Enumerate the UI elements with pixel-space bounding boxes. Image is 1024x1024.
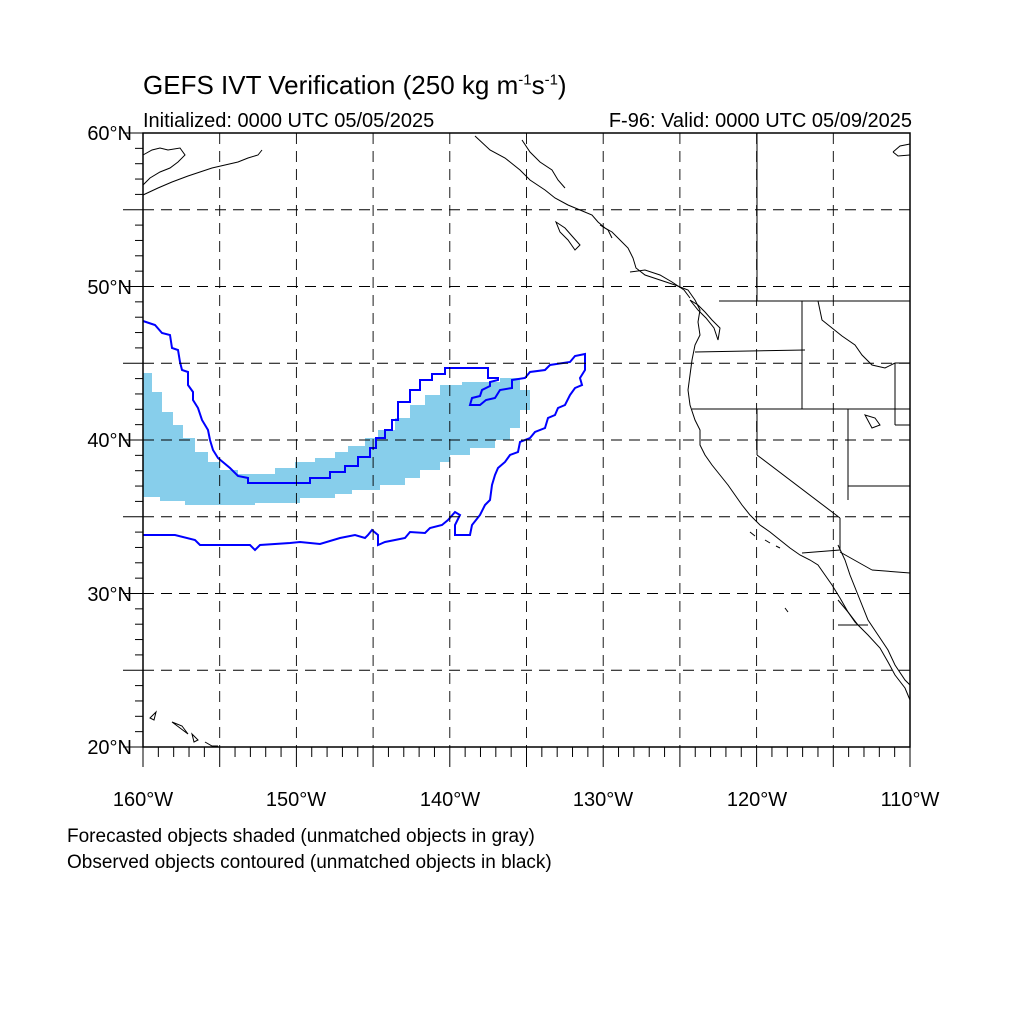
lon-label: 110°W [881,789,940,811]
lon-label: 150°W [266,789,326,811]
lat-label: 40°N [87,430,132,452]
lat-axis-labels: 20°N 30°N 40°N 50°N 60°N [87,123,132,759]
forecast-ivt-object [143,373,530,505]
footer-forecast-note: Forecasted objects shaded (unmatched obj… [67,826,535,847]
lon-label: 120°W [727,789,787,811]
lon-axis-labels: 160°W 150°W 140°W 130°W 120°W 110°W [113,789,940,811]
observed-ivt-contour [142,320,586,552]
lat-label: 20°N [87,737,132,759]
initialized-label: Initialized: 0000 UTC 05/05/2025 [143,110,435,132]
footer-observed-note: Observed objects contoured (unmatched ob… [67,852,552,873]
valid-time-label: F-96: Valid: 0000 UTC 05/09/2025 [608,110,912,132]
grid-lines [143,133,910,747]
chart-title: GEFS IVT Verification (250 kg m-1s-1) [143,70,567,100]
lon-label: 160°W [113,789,173,811]
map-frame [142,132,911,748]
political-borders [692,133,911,626]
lat-label: 60°N [87,123,132,145]
axis-ticks [123,132,911,767]
lat-label: 50°N [87,277,132,299]
lat-label: 30°N [87,584,132,606]
lon-label: 130°W [573,789,633,811]
lon-label: 140°W [420,789,480,811]
coastlines [142,135,911,747]
